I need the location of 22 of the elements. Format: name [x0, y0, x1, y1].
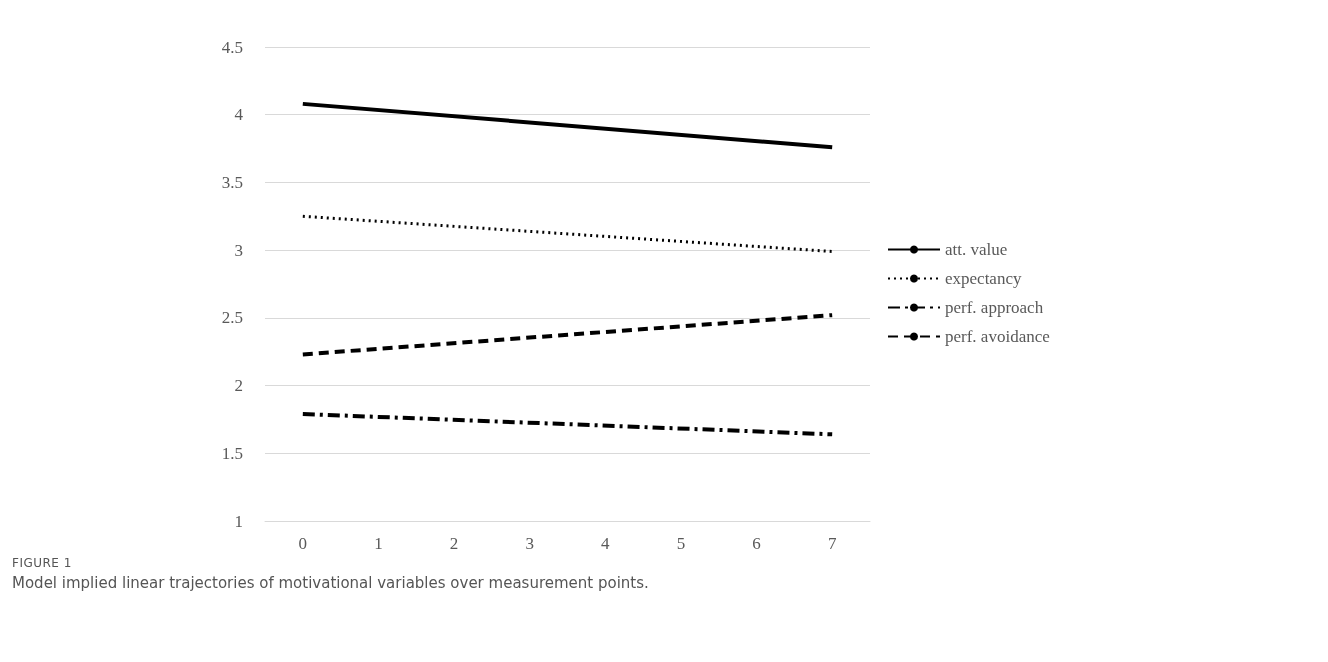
- x-tick-label: 2: [449, 534, 459, 553]
- y-tick-label: 4: [234, 105, 244, 125]
- y-tick-label: 1.5: [221, 443, 243, 463]
- x-tick-label: 0: [298, 534, 308, 553]
- y-tick-label: 2: [234, 376, 243, 396]
- legend-label: perf. approach: [945, 298, 1044, 317]
- x-tick-label: 5: [676, 534, 686, 553]
- y-tick-label: 3: [234, 240, 243, 260]
- legend-label: att. value: [945, 240, 1008, 259]
- x-tick-label: 1: [374, 534, 383, 553]
- x-tick-label: 3: [525, 534, 534, 553]
- y-tick-label: 3.5: [221, 172, 243, 192]
- y-tick-label: 4.5: [221, 37, 243, 57]
- x-tick-label: 6: [752, 534, 761, 553]
- x-tick-label: 7: [827, 534, 837, 553]
- legend-label: perf. avoidance: [945, 327, 1050, 346]
- x-tick-label: 4: [601, 534, 611, 553]
- text: Model implied linear trajectories of motivational variables over measurement points.: [12, 574, 649, 592]
- y-tick-label: 2.5: [221, 308, 243, 328]
- caption: FIGURE 1: [12, 556, 73, 570]
- y-tick-label: 1: [234, 511, 243, 531]
- legend-label: expectancy: [945, 269, 1022, 288]
